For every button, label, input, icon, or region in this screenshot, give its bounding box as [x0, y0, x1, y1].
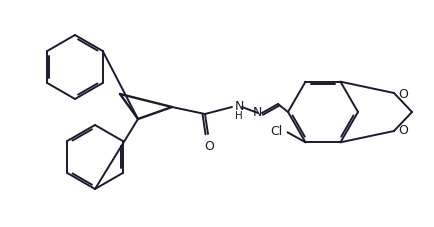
- Text: Cl: Cl: [270, 124, 282, 137]
- Text: N: N: [252, 106, 261, 119]
- Text: O: O: [397, 124, 407, 137]
- Text: H: H: [234, 111, 242, 121]
- Text: O: O: [204, 139, 214, 152]
- Text: N: N: [234, 100, 244, 113]
- Text: O: O: [397, 88, 407, 101]
